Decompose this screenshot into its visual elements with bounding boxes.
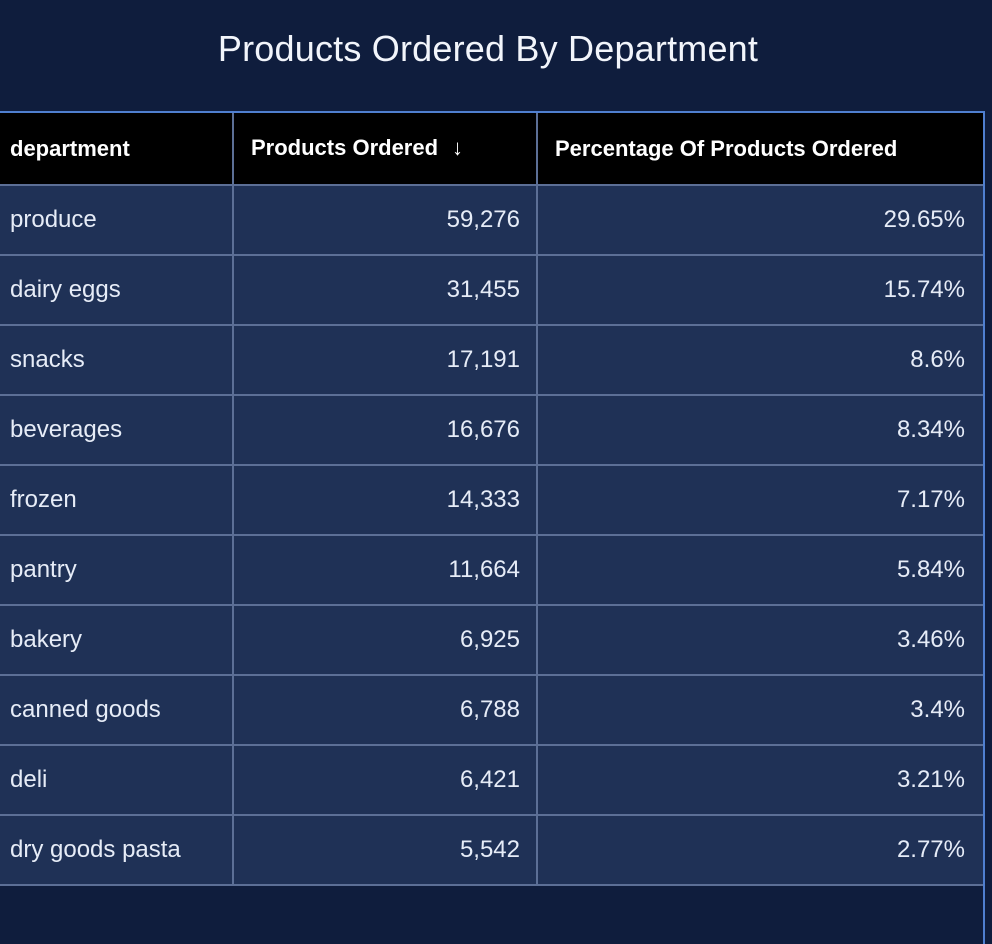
cell-department: snacks bbox=[0, 325, 234, 396]
cell-percentage: 8.34% bbox=[537, 395, 983, 466]
cell-percentage: 2.77% bbox=[537, 815, 983, 886]
cell-department: deli bbox=[0, 745, 234, 816]
table-row[interactable]: dry goods pasta 5,542 2.77% bbox=[0, 815, 983, 886]
cell-percentage: 8.6% bbox=[537, 325, 983, 396]
column-header-department[interactable]: department bbox=[0, 113, 234, 186]
sort-descending-icon[interactable]: ↓ bbox=[452, 135, 464, 161]
cell-department: beverages bbox=[0, 395, 234, 466]
chart-title: Products Ordered By Department bbox=[217, 28, 759, 69]
cell-products-ordered: 11,664 bbox=[233, 535, 538, 606]
table-row[interactable]: bakery 6,925 3.46% bbox=[0, 605, 983, 676]
cell-percentage: 5.84% bbox=[537, 535, 983, 606]
column-header-label: Products Ordered bbox=[251, 134, 439, 160]
column-header-label: Percentage Of Products Ordered bbox=[555, 135, 898, 161]
cell-department: dairy eggs bbox=[0, 255, 234, 326]
table-row[interactable]: frozen 14,333 7.17% bbox=[0, 465, 983, 536]
cell-products-ordered: 6,925 bbox=[233, 605, 538, 676]
cell-products-ordered: 6,788 bbox=[233, 675, 538, 746]
cell-products-ordered: 31,455 bbox=[233, 255, 538, 326]
table-row[interactable]: beverages 16,676 8.34% bbox=[0, 395, 983, 466]
table-row[interactable]: dairy eggs 31,455 15.74% bbox=[0, 255, 983, 326]
cell-percentage: 15.74% bbox=[537, 255, 983, 326]
table-row[interactable]: produce 59,276 29.65% bbox=[0, 185, 983, 256]
cell-department: frozen bbox=[0, 465, 234, 536]
cell-products-ordered: 17,191 bbox=[233, 325, 538, 396]
table-header-row: department Products Ordered ↓ Percentage … bbox=[0, 113, 983, 186]
cell-products-ordered: 6,421 bbox=[233, 745, 538, 816]
cell-percentage: 3.4% bbox=[537, 675, 983, 746]
cell-percentage: 3.21% bbox=[537, 745, 983, 816]
cell-department: pantry bbox=[0, 535, 234, 606]
column-header-label: department bbox=[10, 135, 130, 161]
table-row[interactable]: pantry 11,664 5.84% bbox=[0, 535, 983, 606]
cell-department: produce bbox=[0, 185, 234, 256]
cell-products-ordered: 59,276 bbox=[233, 185, 538, 256]
data-table: department Products Ordered ↓ Percentage … bbox=[0, 113, 983, 886]
data-table-container[interactable]: department Products Ordered ↓ Percentage … bbox=[0, 111, 985, 944]
cell-products-ordered: 14,333 bbox=[233, 465, 538, 536]
cell-percentage: 29.65% bbox=[537, 185, 983, 256]
cell-department: bakery bbox=[0, 605, 234, 676]
cell-percentage: 7.17% bbox=[537, 465, 983, 536]
cell-percentage: 3.46% bbox=[537, 605, 983, 676]
cell-products-ordered: 5,542 bbox=[233, 815, 538, 886]
table-row[interactable]: canned goods 6,788 3.4% bbox=[0, 675, 983, 746]
column-header-percentage[interactable]: Percentage Of Products Ordered bbox=[537, 113, 983, 186]
cell-department: dry goods pasta bbox=[0, 815, 234, 886]
column-header-products-ordered[interactable]: Products Ordered ↓ bbox=[233, 113, 538, 186]
cell-department: canned goods bbox=[0, 675, 234, 746]
cell-products-ordered: 16,676 bbox=[233, 395, 538, 466]
table-row[interactable]: snacks 17,191 8.6% bbox=[0, 325, 983, 396]
table-body: produce 59,276 29.65% dairy eggs 31,455 15.74… bbox=[0, 185, 983, 886]
table-row[interactable]: deli 6,421 3.21% bbox=[0, 745, 983, 816]
